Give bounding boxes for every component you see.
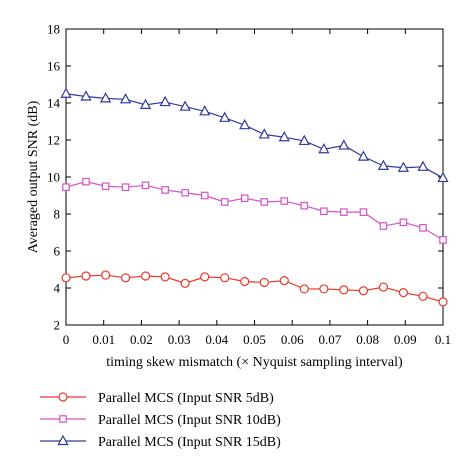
legend-item: Parallel MCS (Input SNR 10dB) xyxy=(40,413,281,428)
series-3 xyxy=(60,87,449,183)
y-axis-ticks: 2 4 6 8 10 12 14 16 18 xyxy=(47,22,443,333)
data-point xyxy=(140,271,151,281)
series-2 xyxy=(62,177,447,244)
data-point xyxy=(299,284,309,294)
data-point xyxy=(357,150,370,161)
data-point xyxy=(437,171,449,183)
data-point xyxy=(240,276,250,287)
data-point xyxy=(260,198,269,206)
data-point xyxy=(397,161,410,172)
data-point xyxy=(439,236,447,244)
data-point xyxy=(320,207,328,216)
legend-item: Parallel MCS (Input SNR 15dB) xyxy=(40,434,281,450)
data-point xyxy=(81,271,91,281)
data-point xyxy=(220,198,229,206)
y-tick-label: 4 xyxy=(54,281,61,296)
data-point xyxy=(358,286,369,296)
x-tick-label: 0.1 xyxy=(435,332,451,347)
y-tick-label: 6 xyxy=(54,244,61,259)
data-point xyxy=(80,90,92,101)
data-point xyxy=(338,139,350,150)
y-axis-title: Averaged output SNR (dB) xyxy=(26,100,41,253)
data-point xyxy=(399,218,408,227)
x-tick-label: 0 xyxy=(63,332,70,347)
data-point xyxy=(120,273,131,283)
data-point xyxy=(121,183,130,191)
y-tick-label: 12 xyxy=(47,133,60,148)
x-tick-label: 0.05 xyxy=(243,332,266,347)
data-point xyxy=(181,188,189,197)
data-point xyxy=(417,160,429,171)
data-point xyxy=(240,194,249,203)
legend-marker xyxy=(59,415,67,423)
data-point xyxy=(200,191,209,200)
y-tick-label: 14 xyxy=(47,96,61,111)
x-tick-label: 0.09 xyxy=(394,332,417,347)
data-point xyxy=(398,288,409,298)
data-point xyxy=(377,159,390,170)
series-layer xyxy=(60,87,449,307)
x-tick-label: 0.01 xyxy=(92,332,115,347)
data-point xyxy=(100,270,111,280)
data-point xyxy=(82,177,90,186)
legend: Parallel MCS (Input SNR 5dB) Parallel MCS… xyxy=(40,391,281,450)
legend-label: Parallel MCS (Input SNR 10dB) xyxy=(98,413,281,428)
data-point xyxy=(62,183,70,191)
x-tick-label: 0.02 xyxy=(130,332,153,347)
data-point xyxy=(61,273,71,283)
data-point xyxy=(258,128,270,139)
legend-label: Parallel MCS (Input SNR 5dB) xyxy=(98,391,274,406)
y-tick-label: 16 xyxy=(47,59,61,74)
data-point xyxy=(379,222,388,230)
legend-label: Parallel MCS (Input SNR 15dB) xyxy=(98,435,281,450)
data-point xyxy=(359,208,368,216)
x-axis-ticks: 0 0.01 0.02 0.03 0.04 0.05 0.06 0.07 0.08 0.09 0.1 xyxy=(63,29,451,347)
data-point xyxy=(300,201,309,210)
legend-item: Parallel MCS (Input SNR 5dB) xyxy=(40,391,274,406)
data-point xyxy=(340,208,348,216)
y-tick-label: 2 xyxy=(54,318,61,333)
x-tick-label: 0.08 xyxy=(356,332,379,347)
data-point xyxy=(180,278,190,288)
data-point xyxy=(179,100,191,111)
data-point xyxy=(101,182,110,191)
data-point xyxy=(220,273,230,283)
data-point xyxy=(278,130,290,142)
data-point xyxy=(219,111,231,122)
data-point xyxy=(239,118,251,130)
data-point xyxy=(298,134,310,146)
data-point xyxy=(119,93,132,104)
data-point xyxy=(160,272,170,282)
series-1 xyxy=(61,270,448,307)
x-tick-label: 0.04 xyxy=(205,332,228,347)
x-tick-label: 0.06 xyxy=(281,332,304,347)
data-point xyxy=(60,87,72,98)
data-point xyxy=(139,98,152,109)
data-point xyxy=(200,272,210,282)
data-point xyxy=(319,284,329,294)
data-point xyxy=(259,277,269,288)
data-point xyxy=(159,95,171,107)
data-point xyxy=(418,291,428,301)
data-point xyxy=(339,285,349,295)
data-point xyxy=(199,105,211,116)
data-point xyxy=(318,142,330,154)
x-axis-title: timing skew mismatch (× Nyquist sampling… xyxy=(106,355,403,370)
data-point xyxy=(161,186,169,194)
data-point xyxy=(279,276,289,286)
y-tick-label: 18 xyxy=(47,22,60,37)
legend-marker xyxy=(58,392,68,402)
data-point xyxy=(99,92,112,103)
data-point xyxy=(419,224,427,232)
data-point xyxy=(141,181,150,190)
legend-marker xyxy=(57,434,69,446)
y-tick-label: 8 xyxy=(54,207,61,222)
x-tick-label: 0.07 xyxy=(319,332,342,347)
y-tick-label: 10 xyxy=(47,170,60,185)
x-tick-label: 0.03 xyxy=(168,332,191,347)
data-point xyxy=(438,297,448,307)
data-point xyxy=(280,197,289,205)
data-point xyxy=(378,282,389,292)
